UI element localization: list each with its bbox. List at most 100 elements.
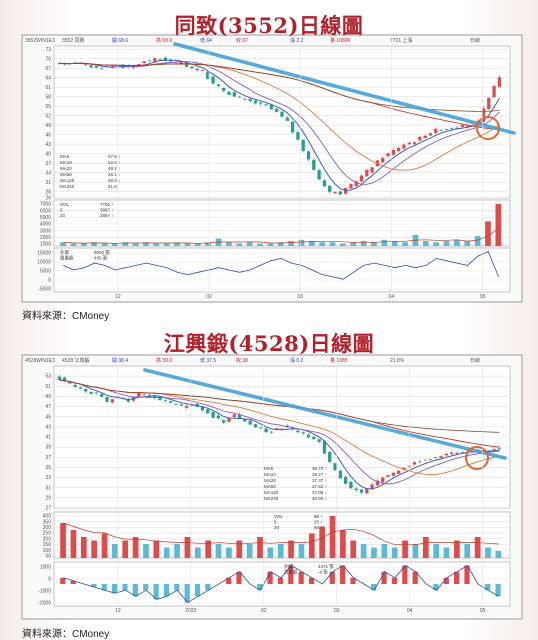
volume-bar bbox=[226, 547, 232, 558]
price-tick-label: 61 bbox=[45, 85, 51, 91]
volume-bar bbox=[319, 526, 326, 558]
chart-header-text: 收 38 bbox=[236, 357, 248, 364]
volume-bar bbox=[474, 236, 481, 246]
ma-legend-value: 52.0 ↑ bbox=[108, 160, 120, 165]
ma-legend-value: 51.8 bbox=[108, 184, 117, 189]
indicator-tick-label: 0 bbox=[48, 278, 51, 284]
candle-body bbox=[465, 125, 470, 128]
volume-bar bbox=[464, 241, 471, 246]
indicator-bar bbox=[412, 571, 418, 584]
candle-body bbox=[407, 465, 411, 467]
indicator-tick-label: 15000 bbox=[37, 251, 51, 257]
volume-bar bbox=[329, 516, 336, 558]
volume-bar bbox=[101, 533, 108, 558]
chart-header-text: 日線 bbox=[470, 37, 480, 44]
ma-legend-label: MA5 bbox=[264, 466, 274, 471]
ma-legend-label: MA240 bbox=[264, 496, 279, 501]
trend-line bbox=[143, 368, 507, 460]
volume-bar bbox=[194, 243, 201, 246]
volume-bar bbox=[422, 241, 429, 246]
candle-body bbox=[428, 133, 433, 136]
volume-legend-label: VOL bbox=[274, 514, 284, 519]
volume-bar bbox=[371, 242, 377, 246]
candle-body bbox=[370, 484, 374, 489]
price-tick-label: 37 bbox=[45, 161, 51, 167]
volume-legend-label: 5 bbox=[60, 208, 63, 213]
volume-bar bbox=[174, 544, 180, 558]
ma-legend-value: 57.5 ↑ bbox=[108, 154, 120, 159]
volume-bar bbox=[402, 540, 408, 558]
candle-body bbox=[349, 184, 353, 189]
ma-legend-value: 49.2 ↑ bbox=[108, 166, 120, 171]
candle-body bbox=[391, 472, 395, 476]
candle-body bbox=[306, 151, 311, 160]
candle-body bbox=[200, 70, 205, 71]
candle-body bbox=[412, 142, 417, 144]
volume-bar bbox=[391, 547, 398, 558]
chart-header-text: 3552 同致 bbox=[62, 37, 85, 44]
volume-bar bbox=[60, 523, 66, 558]
candle-body bbox=[312, 436, 316, 440]
volume-bar bbox=[101, 243, 108, 246]
volume-bar bbox=[350, 242, 357, 246]
volume-bar bbox=[422, 537, 429, 558]
indicator-bar bbox=[143, 584, 149, 591]
indicator-bar bbox=[236, 571, 242, 584]
candle-body bbox=[121, 397, 125, 399]
indicator-legend-value: 495 張 bbox=[94, 256, 108, 262]
indicator-bar bbox=[174, 584, 180, 591]
volume-bar bbox=[277, 242, 284, 246]
volume-tick-label: 400 bbox=[43, 514, 52, 520]
indicator-bar bbox=[70, 580, 76, 584]
ma-legend-label: MA10 bbox=[60, 160, 72, 165]
candle-body bbox=[248, 98, 252, 102]
volume-bar bbox=[474, 537, 481, 558]
price-tick-label: 26 bbox=[45, 196, 51, 202]
candle-body bbox=[169, 59, 173, 62]
volume-bar bbox=[371, 547, 377, 558]
candle-body bbox=[312, 159, 316, 170]
candle-body bbox=[418, 461, 422, 463]
candle-body bbox=[450, 128, 454, 130]
candle-body bbox=[402, 144, 406, 149]
candle-body bbox=[460, 124, 464, 128]
indicator-tick-label: -2000 bbox=[38, 601, 51, 607]
price-tick-label: 73 bbox=[45, 47, 51, 53]
candle-body bbox=[78, 387, 83, 389]
volume-bar bbox=[391, 241, 398, 246]
candle-body bbox=[306, 434, 311, 438]
candle-body bbox=[73, 384, 77, 388]
candle-body bbox=[349, 481, 353, 489]
price-tick-label: 33 bbox=[45, 475, 51, 481]
volume-bar bbox=[340, 530, 346, 558]
candle-body bbox=[481, 108, 486, 122]
volume-legend-value: 60 ↑ bbox=[314, 525, 323, 530]
candle-body bbox=[105, 397, 109, 402]
volume-tick-label: 1000 bbox=[40, 242, 51, 248]
candle-body bbox=[418, 136, 422, 141]
volume-tick-label: 5000 bbox=[40, 215, 51, 221]
ma-legend-value: 38.70 ↑ bbox=[312, 466, 327, 471]
volume-legend-value: 2897 ↑ bbox=[100, 213, 114, 218]
volume-ma-line bbox=[63, 228, 499, 244]
candle-body bbox=[158, 396, 162, 401]
indicator-bar bbox=[350, 577, 356, 584]
candle-body bbox=[206, 409, 210, 414]
candle-body bbox=[147, 394, 152, 396]
volume-bar bbox=[298, 239, 305, 246]
volume-bar bbox=[163, 243, 170, 246]
price-tick-label: 35 bbox=[45, 465, 51, 471]
moving-average-line bbox=[59, 61, 500, 185]
candle-body bbox=[158, 58, 162, 60]
indicator-bar bbox=[485, 584, 491, 591]
indicator-line bbox=[63, 250, 499, 280]
candle-body bbox=[322, 441, 327, 454]
candle-body bbox=[264, 104, 268, 106]
ma-legend-value: 38.27 ↑ bbox=[312, 472, 327, 477]
price-tick-label: 43 bbox=[45, 142, 51, 148]
chart-3552: 3552WIN1E3 3552 同致 開 68.6 高 69.9 低 64 收 67 漲 2… bbox=[21, 34, 523, 303]
ma-legend-value: 37.52 ↑ bbox=[312, 484, 327, 489]
candle-body bbox=[365, 488, 369, 494]
ma-legend-label: MA20 bbox=[264, 478, 276, 483]
indicator-panel bbox=[53, 247, 511, 293]
